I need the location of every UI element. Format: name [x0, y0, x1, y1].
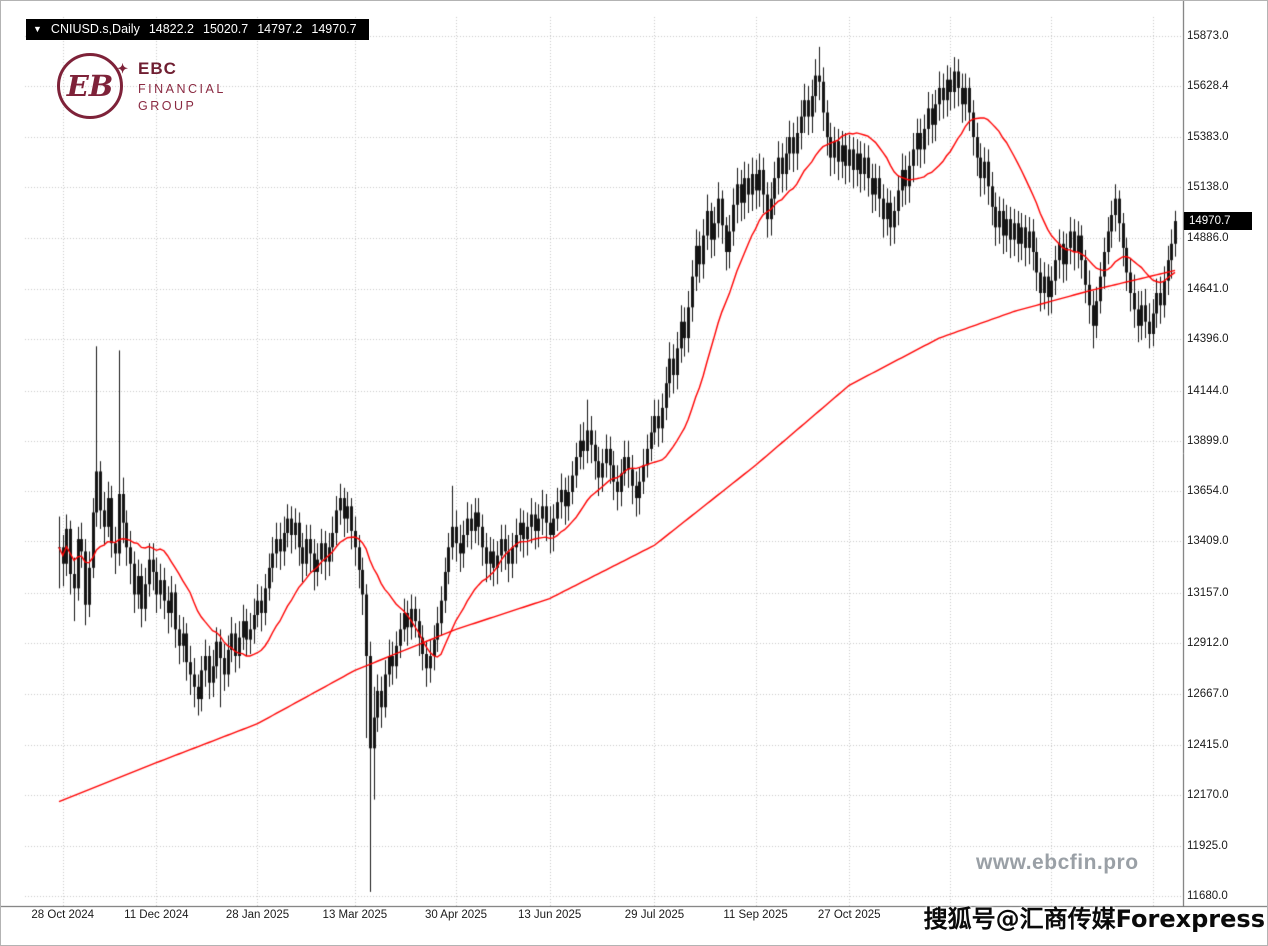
- current-price-tag: 14970.7: [1184, 212, 1252, 231]
- price-axis-label: 13899.0: [1187, 434, 1229, 447]
- ohlc-close-value: 14970.7: [311, 22, 357, 36]
- ohlc-low-value: 14797.2: [257, 22, 303, 36]
- chart-dropdown-icon[interactable]: ▼: [33, 24, 42, 34]
- price-axis-label: 15138.0: [1187, 180, 1229, 193]
- time-axis[interactable]: 28 Oct 2024 11 Dec 2024 28 Jan 2025 13 Mar …: [1, 909, 1267, 931]
- time-axis-label: 28 Jan 2025: [225, 909, 290, 921]
- price-axis-label: 12170.0: [1187, 789, 1229, 802]
- price-axis-label: 14641.0: [1187, 282, 1229, 295]
- ohlc-open-value: 14822.2: [148, 22, 195, 36]
- price-axis-label: 14396.0: [1187, 332, 1229, 345]
- sparkle-icon: ✦: [117, 62, 128, 77]
- time-axis-label: 13 Mar 2025: [322, 909, 388, 921]
- price-axis-label: 15873.0: [1187, 30, 1229, 42]
- price-axis-label: 13157.0: [1187, 587, 1229, 600]
- price-axis[interactable]: 15873.0 15628.4 15383.0 15138.0 14886.0 14641…: [1187, 1, 1267, 906]
- ebc-logo-mark-icon: EB ✦: [57, 53, 128, 119]
- time-axis-label: 27 Oct 2025: [817, 909, 881, 921]
- price-axis-label: 15383.0: [1187, 130, 1229, 143]
- logo-line-group: GROUP: [138, 99, 197, 113]
- price-axis-label: 12415.0: [1187, 739, 1229, 752]
- ohlc-high-value: 15020.7: [203, 22, 249, 36]
- time-axis-label: 30 Apr 2025: [424, 909, 487, 921]
- logo-line-financial: FINANCIAL: [138, 82, 226, 96]
- price-axis-label: 11925.0: [1187, 839, 1228, 852]
- time-axis-label: 11 Sep 2025: [723, 909, 788, 921]
- symbol-ohlc-bar: ▼ CNIUSD.s,Daily 14822.2 15020.7 14797.2…: [26, 19, 369, 40]
- price-axis-label: 12912.0: [1187, 637, 1229, 650]
- price-axis-label: 14144.0: [1187, 384, 1229, 397]
- time-axis-label: 13 Jun 2025: [517, 909, 582, 921]
- time-axis-label: 28 Oct 2024: [31, 909, 95, 921]
- time-axis-label: 29 Jul 2025: [624, 909, 685, 921]
- social-watermark: 搜狐号@汇商传媒Forexpress: [923, 905, 1265, 933]
- logo-text: EBC FINANCIAL GROUP: [138, 59, 226, 113]
- logo-monogram: EB: [66, 69, 114, 103]
- price-axis-label: 15628.4: [1187, 80, 1229, 93]
- price-axis-label: 12667.0: [1187, 687, 1229, 700]
- symbol-period-label: CNIUSD.s,Daily: [50, 22, 140, 36]
- time-axis-label: 11 Dec 2024: [124, 909, 189, 921]
- ebc-logo: EB ✦ EBC FINANCIAL GROUP: [57, 53, 226, 119]
- website-watermark: www.ebcfin.pro: [976, 851, 1139, 874]
- price-axis-label: 13654.0: [1187, 485, 1229, 498]
- price-axis-label: 11680.0: [1187, 890, 1228, 902]
- price-axis-label: 14886.0: [1187, 232, 1229, 245]
- price-axis-label: 13409.0: [1187, 535, 1229, 548]
- logo-name: EBC: [138, 59, 177, 78]
